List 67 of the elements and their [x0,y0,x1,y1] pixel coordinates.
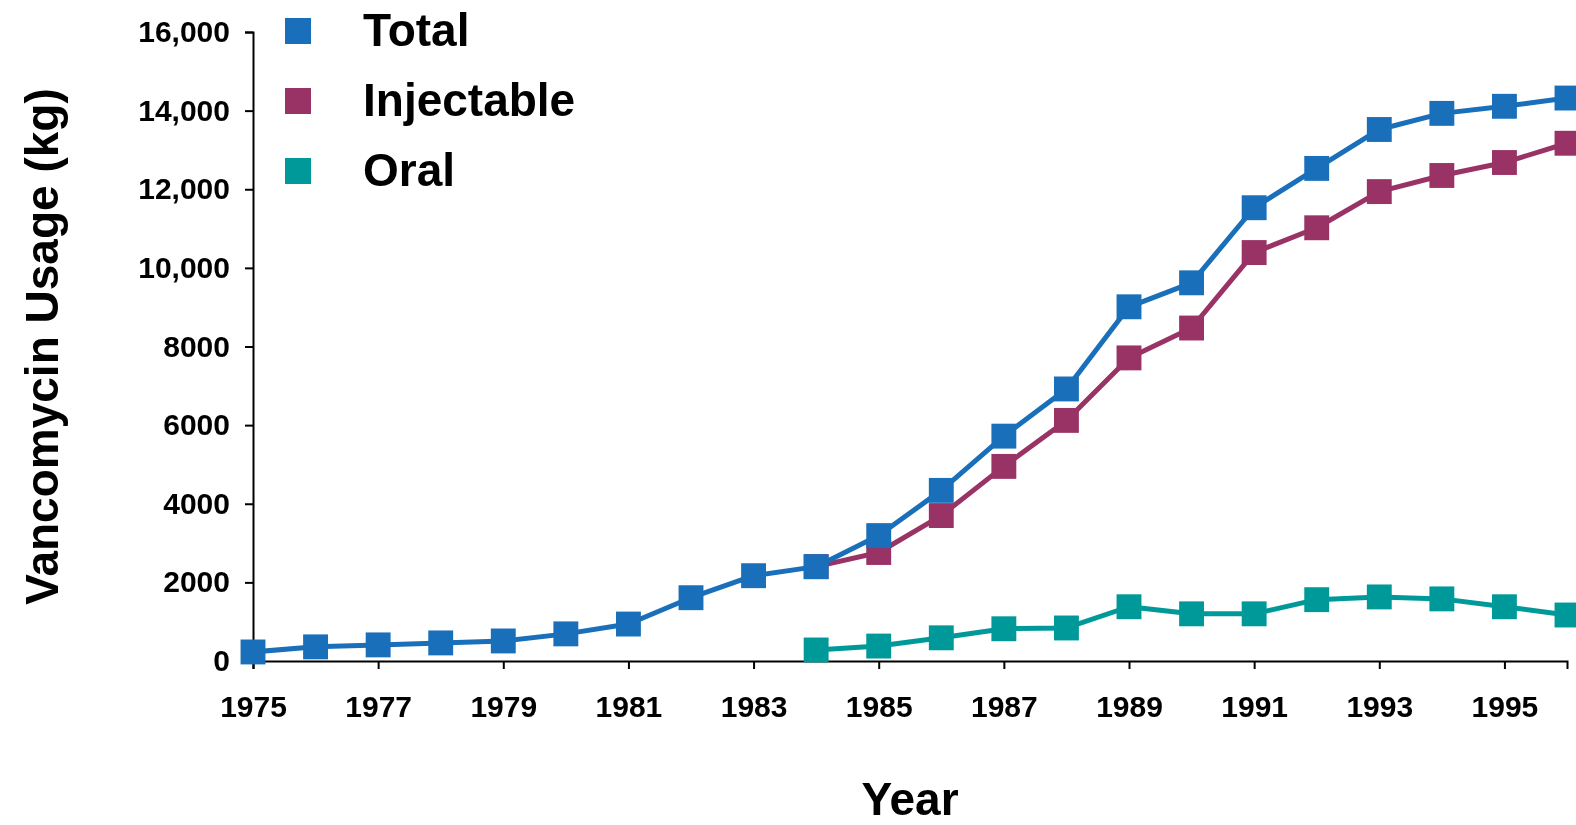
legend-label: Injectable [363,74,576,126]
x-tick-label: 1987 [970,690,1038,723]
point [1491,594,1517,620]
legend-label: Total [363,4,470,56]
y-axis-title: Vancomycin Usage (kg) [16,88,68,605]
point [365,632,391,658]
point [1366,179,1392,205]
point [1116,594,1142,620]
point [866,633,892,659]
point [1116,294,1142,320]
point [1179,270,1205,296]
x-tick-label: 1995 [1471,690,1539,723]
point [991,453,1017,479]
y-tick-label: 16,000 [138,15,230,49]
point [803,637,829,663]
point [1116,345,1142,371]
x-axis-title: Year [861,773,959,825]
y-tick-label: 2000 [163,565,230,599]
point [1429,163,1455,188]
point [1491,150,1517,175]
point [1304,215,1330,241]
x-tick-label: 1991 [1221,690,1289,723]
point [1366,117,1392,142]
point [991,616,1017,642]
x-tick-label: 1985 [845,690,913,723]
point [490,628,516,654]
x-tick-label: 1975 [220,690,287,723]
y-tick-label: 0 [213,644,230,678]
point [1304,587,1330,613]
point [1053,407,1079,433]
x-tick-label: 1983 [720,690,788,723]
point [615,611,641,637]
point [1053,615,1079,641]
point [1179,315,1205,341]
x-tick-label: 1993 [1346,690,1414,723]
x-tick-label: 1989 [1096,690,1163,723]
point [1179,601,1205,627]
point [303,634,329,660]
point [1429,586,1455,612]
legend-label: Oral [363,144,456,196]
y-tick-label: 8000 [163,329,230,363]
point [1241,240,1267,265]
point [991,423,1017,449]
y-tick-label: 14,000 [138,93,230,127]
x-tick-label: 1981 [595,690,663,723]
point [678,585,704,611]
point [866,523,892,549]
y-tick-label: 4000 [163,486,230,520]
point [240,639,266,665]
point [553,621,579,647]
x-tick-label: 1977 [345,690,413,723]
point [1241,195,1267,221]
y-tick-label: 6000 [163,408,230,442]
point [1429,100,1455,126]
point [928,503,954,528]
point [928,625,954,651]
point [428,630,454,656]
point [1241,601,1267,627]
point [1053,376,1079,402]
point [928,477,954,503]
point [1304,155,1330,181]
point [1366,584,1392,610]
point [1491,93,1517,119]
point [741,563,767,589]
x-tick-label: 1979 [470,690,538,723]
y-tick-label: 10,000 [138,250,230,284]
y-tick-label: 12,000 [138,172,230,206]
